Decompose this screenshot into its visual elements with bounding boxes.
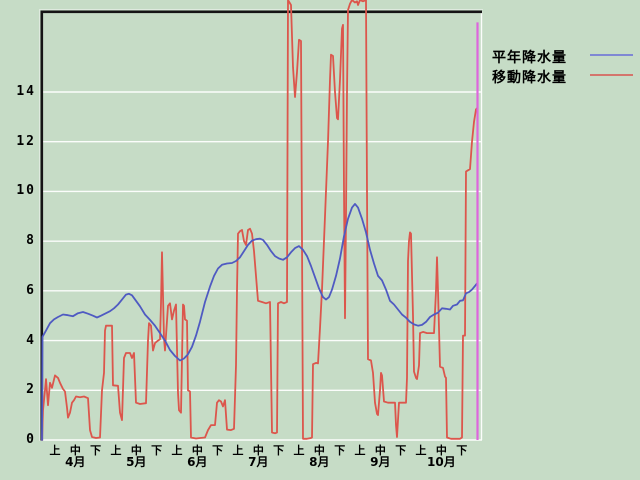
x-axis-month-label: 6月 bbox=[187, 455, 208, 469]
x-axis-period-label: 上 bbox=[415, 444, 427, 457]
x-axis-period-label: 上 bbox=[354, 444, 366, 457]
x-axis-period-label: 下 bbox=[456, 444, 468, 457]
x-axis-period-label: 中 bbox=[252, 444, 264, 457]
legend-label-moving: 移動降水量 bbox=[492, 70, 567, 86]
x-axis-period-label: 中 bbox=[374, 444, 386, 457]
x-axis-period-label: 下 bbox=[90, 444, 102, 457]
y-axis-label: 2 bbox=[26, 382, 36, 398]
frame-left bbox=[40, 10, 44, 441]
moving-precipitation-line bbox=[41, 0, 478, 441]
y-axis-label: 14 bbox=[16, 84, 36, 99]
x-axis-period-label: 中 bbox=[313, 444, 325, 457]
x-axis-month-label: 9月 bbox=[370, 455, 391, 469]
normal-precipitation-line bbox=[41, 202, 478, 441]
frame-top bbox=[40, 10, 482, 14]
x-axis-period-label: 下 bbox=[151, 444, 163, 457]
x-axis-period-label: 上 bbox=[110, 444, 122, 457]
x-axis-period-label: 下 bbox=[212, 444, 224, 457]
y-axis-label: 8 bbox=[26, 233, 36, 249]
x-axis-month-label: 8月 bbox=[309, 455, 330, 469]
legend-line-sample-normal bbox=[590, 54, 633, 56]
x-axis-period-label: 下 bbox=[395, 444, 407, 457]
frame-highlight bbox=[39, 9, 483, 10]
y-axis-label: 10 bbox=[16, 183, 36, 199]
x-axis-period-label: 上 bbox=[49, 444, 61, 457]
y-axis-label: 0 bbox=[26, 432, 36, 447]
x-axis-month-label: 10月 bbox=[427, 455, 456, 469]
x-axis-period-label: 下 bbox=[273, 444, 285, 457]
x-axis-period-label: 中 bbox=[435, 444, 447, 457]
x-axis-period-label: 上 bbox=[293, 444, 305, 457]
x-axis-period-label: 中 bbox=[191, 444, 203, 457]
x-axis-period-label: 上 bbox=[232, 444, 244, 457]
x-axis-month-label: 4月 bbox=[65, 455, 86, 469]
x-axis-month-label: 7月 bbox=[248, 455, 269, 469]
y-axis-label: 6 bbox=[26, 282, 36, 298]
legend-line-sample-moving bbox=[590, 74, 633, 76]
legend-label-normal: 平年降水量 bbox=[492, 50, 567, 66]
x-axis-period-label: 上 bbox=[171, 444, 183, 457]
x-axis-period-label: 下 bbox=[334, 444, 346, 457]
y-axis-label: 12 bbox=[16, 133, 36, 149]
frame-highlight bbox=[39, 9, 40, 441]
x-axis-month-label: 5月 bbox=[126, 455, 147, 469]
x-axis-period-label: 中 bbox=[69, 444, 81, 457]
y-axis-label: 4 bbox=[26, 332, 36, 348]
x-axis-period-label: 中 bbox=[130, 444, 142, 457]
